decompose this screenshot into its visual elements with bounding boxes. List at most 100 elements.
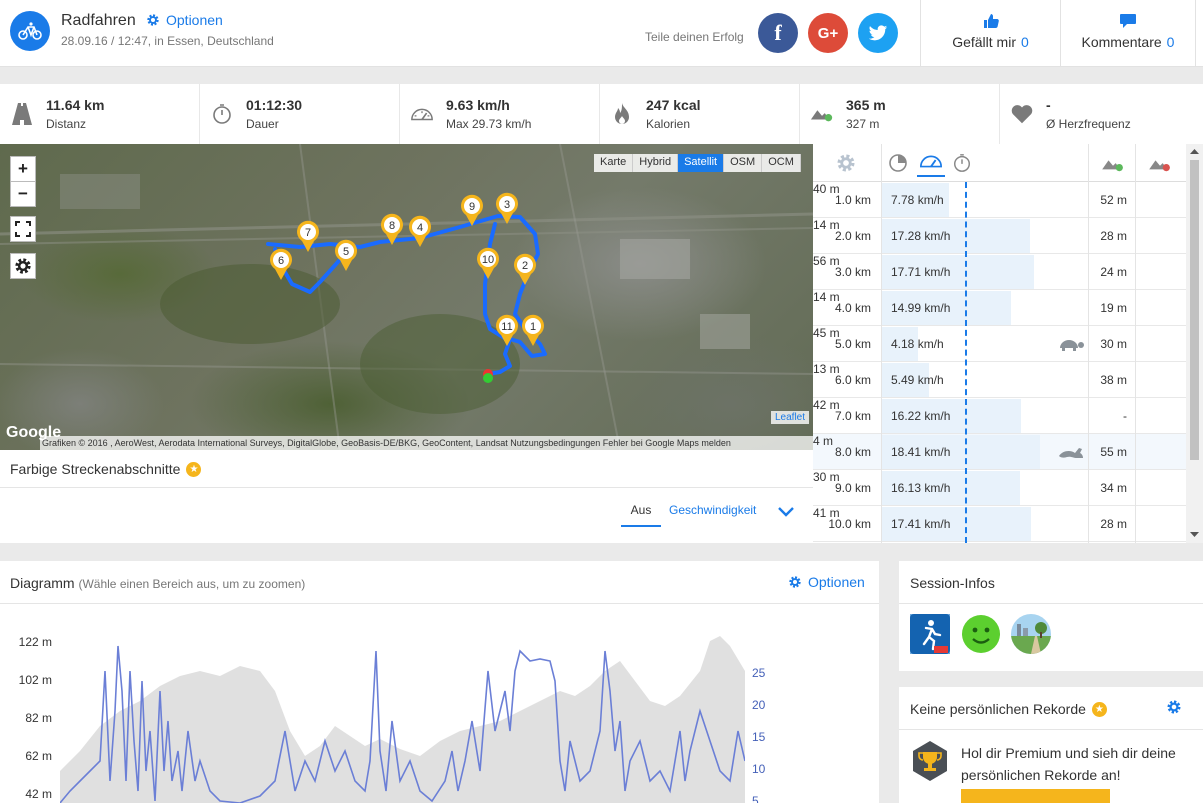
split-elevation-loss: 13 m (813, 362, 840, 376)
km-marker[interactable]: 11 (496, 314, 518, 346)
session-info-panel: Session-Infos (899, 561, 1203, 671)
segments-title: Farbige Streckenabschnitte ★ (10, 461, 202, 477)
split-elevation-gain: 19 m (1100, 301, 1127, 315)
speed-tick-label: 25 (752, 666, 766, 680)
split-speed-bar (882, 219, 1030, 253)
segment-speed-tab[interactable]: Geschwindigkeit (669, 503, 757, 517)
split-km: 1.0 km (834, 193, 871, 207)
split-elevation-gain: 34 m (1100, 481, 1127, 495)
zoom-out-button[interactable]: − (10, 181, 36, 207)
map-settings-button[interactable] (10, 253, 36, 279)
google-plus-icon: G+ (817, 24, 839, 42)
split-speed: 16.13 km/h (891, 481, 951, 495)
session-title: Session-Infos (910, 575, 995, 591)
like-count: 0 (1021, 34, 1029, 50)
records-title: Keine persönlichen Rekorde ★ (910, 701, 1107, 717)
facebook-icon: f (774, 20, 782, 45)
km-marker[interactable]: 10 (477, 247, 500, 279)
map-layer-tab[interactable]: OCM (762, 154, 801, 172)
comment-icon (1120, 14, 1136, 28)
scroll-thumb[interactable] (1190, 160, 1199, 460)
chevron-down-icon[interactable] (778, 505, 794, 520)
speed-tab[interactable] (917, 151, 945, 177)
comment-count: 0 (1166, 34, 1175, 50)
stat-heartrate: - Ø Herzfrequenz (1000, 84, 1200, 144)
twitter-icon (868, 24, 888, 40)
km-marker[interactable]: 2 (514, 253, 536, 285)
fullscreen-button[interactable] (10, 216, 36, 242)
average-speed-line (965, 182, 967, 543)
diagram-panel[interactable]: Diagramm (Wähle einen Bereich aus, um zu… (0, 561, 879, 803)
twitter-share-button[interactable] (858, 13, 898, 53)
premium-star-icon: ★ (1091, 701, 1107, 717)
km-marker[interactable]: 8 (381, 213, 404, 245)
km-marker-label: 1 (530, 321, 536, 333)
km-marker-label: 8 (389, 220, 395, 232)
stat-speed: 9.63 km/h Max 29.73 km/h (400, 84, 600, 144)
gear-icon[interactable] (836, 153, 856, 176)
speed-tick-label: 5 (752, 794, 759, 803)
records-settings-button[interactable] (1166, 699, 1182, 718)
stopwatch-icon (210, 102, 234, 126)
speed-tick-label: 20 (752, 698, 766, 712)
segment-off-tab[interactable]: Aus (621, 503, 661, 527)
split-km: 2.0 km (834, 229, 871, 243)
like-button[interactable]: Gefällt mir 0 (920, 0, 1060, 67)
facebook-share-button[interactable]: f (758, 13, 798, 53)
km-marker[interactable]: 9 (461, 194, 483, 226)
leaflet-link[interactable]: Leaflet (771, 411, 810, 424)
km-marker-label: 4 (417, 222, 423, 234)
zoom-in-button[interactable]: + (10, 156, 36, 182)
split-speed: 4.18 km/h (891, 337, 944, 351)
turtle-icon (1057, 336, 1085, 355)
split-row: 3.0 km 17.71 km/h 24 m 56 m (813, 254, 1186, 290)
activity-header: Radfahren Optionen 28.09.16 / 12:47, in … (0, 0, 1203, 67)
split-elevation-loss: 56 m (813, 254, 840, 268)
km-marker[interactable]: 1 (522, 314, 544, 346)
diagram-plot[interactable] (60, 631, 745, 803)
activity-options-link[interactable]: Optionen (146, 12, 223, 28)
route-map[interactable]: 1 2 3 4 5 6 7 8 9 10 11 + − Karte Hybrid Satellit OSM… (0, 144, 813, 450)
elevation-loss-icon (1147, 155, 1173, 176)
split-elevation-loss: 41 m (813, 506, 840, 520)
map-layer-tab[interactable]: Karte (594, 154, 634, 172)
map-layer-tab[interactable]: Satellit (678, 154, 725, 172)
diagram-title: Diagramm (Wähle einen Bereich aus, um zu… (10, 575, 305, 591)
split-km: 8.0 km (834, 445, 871, 459)
split-speed: 16.22 km/h (891, 409, 951, 423)
stopwatch-icon[interactable] (952, 153, 972, 176)
split-row: 9.0 km 16.13 km/h 34 m 30 m (813, 470, 1186, 506)
km-marker[interactable]: 3 (496, 192, 518, 224)
km-marker[interactable]: 6 (270, 248, 293, 280)
scroll-down-icon[interactable] (1190, 532, 1199, 538)
map-layer-tab[interactable]: Hybrid (633, 154, 679, 172)
elevation-tick-label: 122 m (18, 635, 52, 649)
share-label: Teile deinen Erfolg (645, 30, 744, 44)
split-elevation-loss: 42 m (813, 398, 840, 412)
km-marker[interactable]: 4 (409, 215, 431, 247)
km-marker[interactable]: 5 (335, 239, 357, 271)
stat-value: - (1046, 97, 1051, 113)
stats-bar: 11.64 km Distanz 01:12:30 Dauer 9.63 km/… (0, 84, 1203, 144)
split-row: 1.0 km 7.78 km/h 52 m 40 m (813, 182, 1186, 218)
elevation-tick-label: 82 m (25, 711, 52, 725)
map-layer-tab[interactable]: OSM (724, 154, 763, 172)
km-marker[interactable]: 7 (296, 220, 319, 252)
premium-button[interactable] (961, 789, 1110, 803)
stat-label: Distanz (46, 117, 87, 131)
google-share-button[interactable]: G+ (808, 13, 848, 53)
thumbs-up-icon (983, 14, 999, 28)
map-layer-switcher: Karte Hybrid Satellit OSM OCM (594, 154, 801, 172)
stat-duration: 01:12:30 Dauer (200, 84, 400, 144)
scroll-up-icon[interactable] (1190, 148, 1199, 154)
pace-pie-icon[interactable] (888, 153, 908, 176)
split-elevation-loss: 30 m (813, 470, 840, 484)
diagram-options-link[interactable]: Optionen (788, 574, 865, 590)
activity-title: Radfahren (61, 12, 136, 29)
stat-value: 9.63 km/h (446, 97, 510, 113)
split-speed: 17.71 km/h (891, 265, 951, 279)
split-speed-bar (882, 471, 1020, 505)
split-elevation-gain: 28 m (1100, 517, 1127, 531)
split-km: 6.0 km (834, 373, 871, 387)
comment-button[interactable]: Kommentare 0 (1060, 0, 1196, 67)
